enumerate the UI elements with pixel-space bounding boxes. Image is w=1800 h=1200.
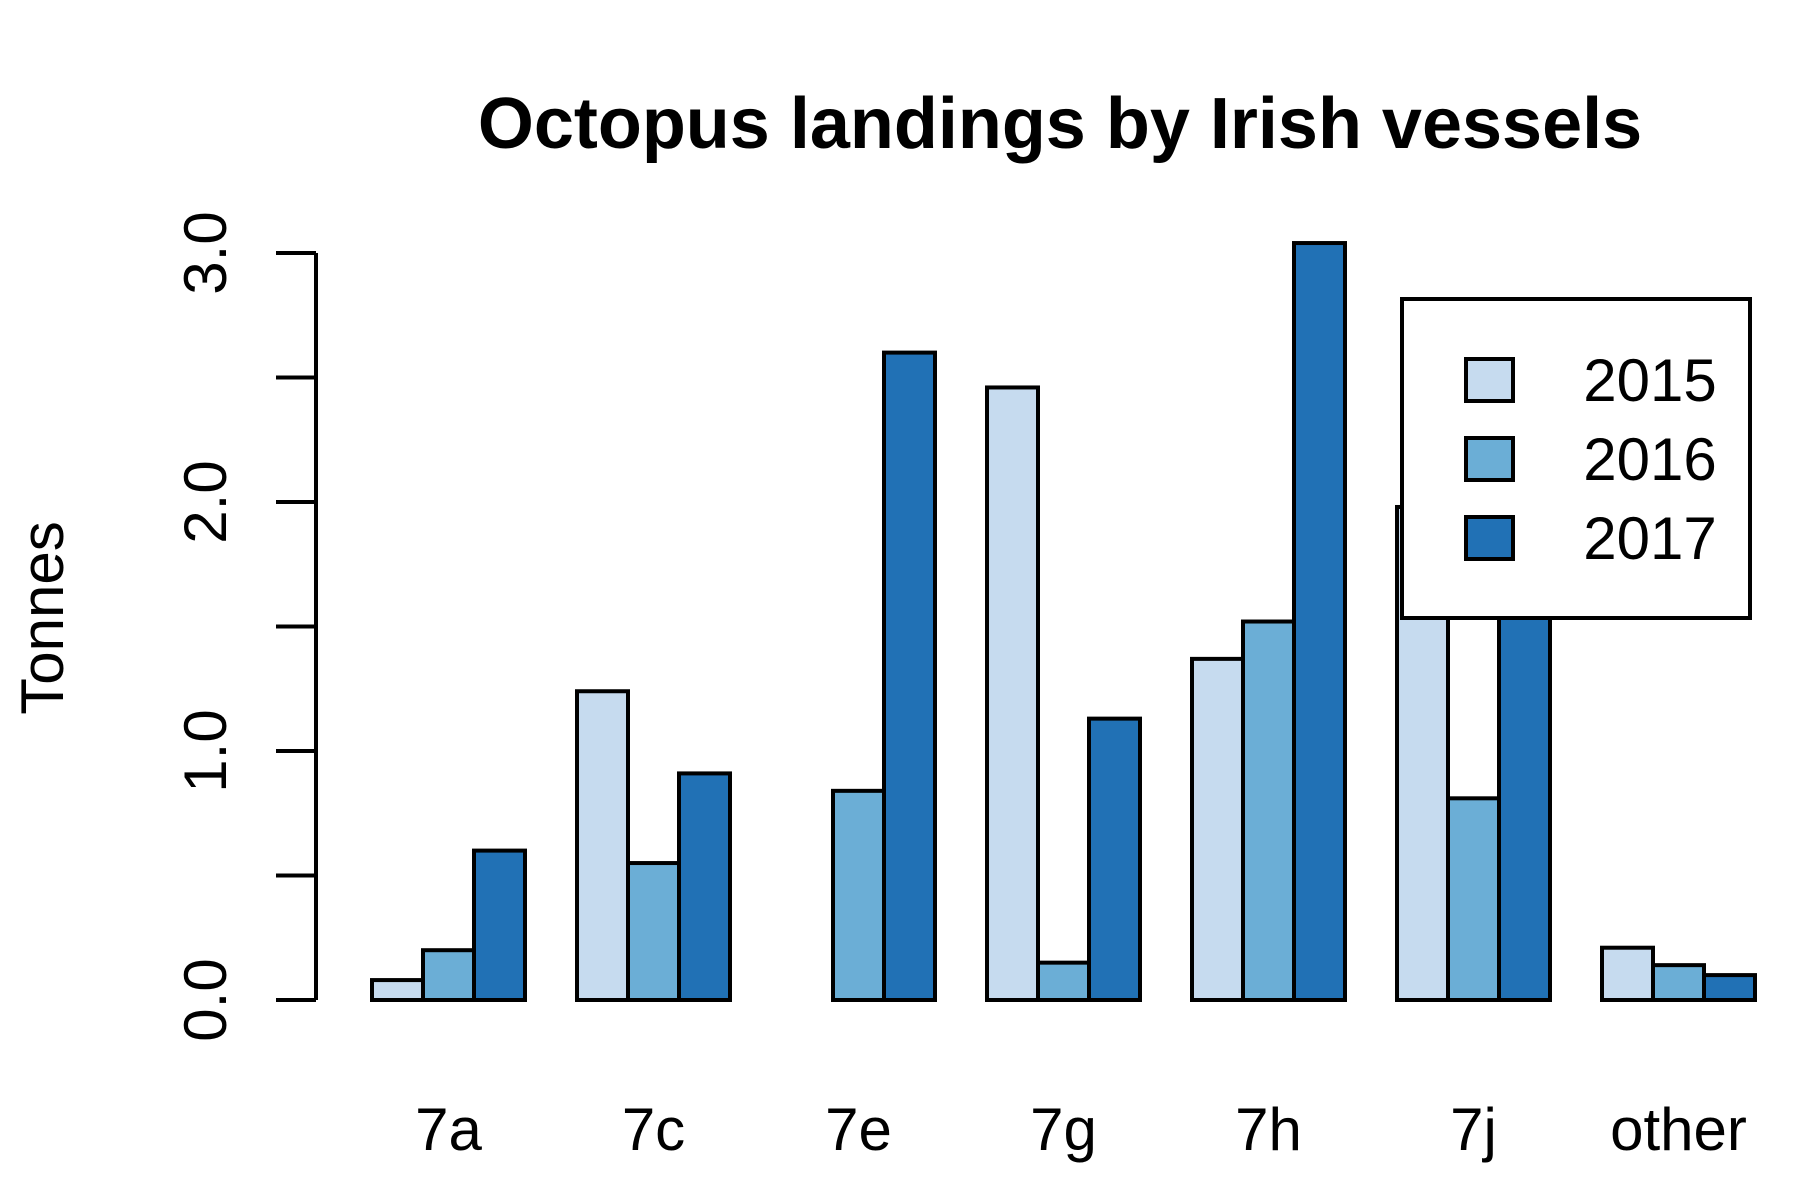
bar-7c-2015 [575,689,630,1002]
bar-7h-2015 [1190,656,1245,1002]
bar-group-other [1600,945,1757,1003]
x-category-label: 7c [622,1096,685,1163]
bar-7c-2017 [677,771,732,1002]
legend: 2015 2016 2017 [1400,297,1752,620]
bar-7h-2017 [1292,241,1347,1003]
bar-other-2016 [1651,963,1706,1003]
y-axis: 0.0 1.0 2.0 3.0 [172,211,318,1042]
bar-group-7j [1395,504,1552,1003]
y-tick-label: 2.0 [172,460,239,543]
bar-other-2017 [1702,973,1757,1002]
legend-box [1400,297,1752,620]
bar-7j-2017 [1497,587,1552,1003]
x-category-label: other [1610,1096,1747,1163]
y-tick-label: 1.0 [172,709,239,792]
x-category-label: 7a [415,1096,482,1163]
legend-swatch-2017 [1464,515,1515,561]
x-axis-category-labels: 7a 7c 7e 7g 7h 7j other [415,1096,1747,1163]
legend-label: 2015 [1583,347,1716,414]
chart-title: Octopus landings by Irish vessels [478,84,1642,164]
bar-7g-2016 [1036,960,1091,1003]
legend-label: 2017 [1583,505,1716,572]
bar-groups [370,241,1757,1003]
y-tick-label: 3.0 [172,211,239,294]
bar-7j-2016 [1446,796,1501,1002]
bar-group-7e [831,350,937,1003]
bar-7a-2017 [472,848,527,1002]
legend-swatch-2015 [1464,357,1515,403]
bar-group-7g [985,385,1142,1003]
y-tick-label: 0.0 [172,958,239,1041]
x-category-label: 7e [825,1096,892,1163]
bar-7g-2017 [1087,716,1142,1002]
bar-7g-2015 [985,385,1040,1002]
bar-7a-2015 [370,978,425,1003]
bar-7h-2016 [1241,619,1296,1003]
bar-group-7h [1190,241,1347,1003]
legend-label: 2016 [1583,426,1716,493]
y-axis-label: Tonnes [9,521,76,714]
x-category-label: 7h [1235,1096,1302,1163]
x-category-label: 7j [1450,1096,1497,1163]
legend-swatch-2016 [1464,436,1515,482]
bar-group-7c [575,689,732,1002]
bar-other-2015 [1600,945,1655,1003]
x-category-label: 7g [1030,1096,1097,1163]
bar-7e-2016 [831,788,886,1003]
bar-7a-2016 [421,948,476,1003]
bar-7e-2017 [882,350,937,1003]
bar-7c-2016 [626,861,681,1002]
bar-group-7a [370,848,527,1003]
